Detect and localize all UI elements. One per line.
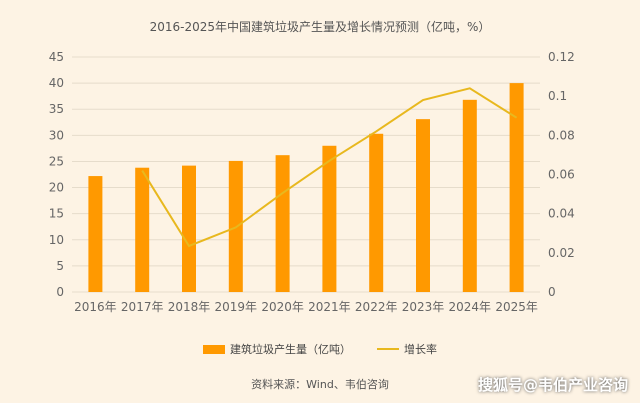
bar — [88, 176, 103, 292]
legend-swatch-bar — [203, 344, 225, 354]
y-left-tick-label: 25 — [49, 154, 64, 168]
chart: 0 5 10 15 20 25 30 35 40 45 0 0.02 0.04 0.06 0.08 0.1 0.… — [49, 50, 575, 314]
y-right-tick-label: 0.12 — [548, 50, 575, 64]
bar — [509, 83, 524, 292]
x-tick-label: 2019年 — [215, 300, 258, 314]
source-note: 资料来源：Wind、韦伯咨询 — [251, 378, 389, 391]
x-tick-label: 2016年 — [74, 300, 117, 314]
y-left-tick-label: 35 — [49, 102, 64, 116]
x-tick-label: 2025年 — [495, 300, 538, 314]
legend-item-bar: 建筑垃圾产生量（亿吨） — [203, 341, 351, 357]
x-tick-label: 2021年 — [308, 300, 351, 314]
x-tick-label: 2018年 — [168, 300, 211, 314]
x-tick-label: 2022年 — [355, 300, 398, 314]
y-left-tick-label: 15 — [49, 207, 64, 221]
y-left-tick-label: 30 — [49, 128, 64, 142]
legend-label-bar: 建筑垃圾产生量（亿吨） — [230, 343, 351, 356]
y-right-tick-label: 0.06 — [548, 168, 575, 182]
y-right-tick-label: 0.04 — [548, 207, 575, 221]
y-right-tick-label: 0.08 — [548, 128, 575, 142]
legend-label-line: 增长率 — [404, 343, 437, 356]
bar — [322, 145, 337, 292]
y-left-tick-label: 20 — [49, 181, 64, 195]
x-tick-label: 2023年 — [402, 300, 445, 314]
bar — [416, 119, 430, 293]
bar — [369, 133, 384, 292]
y-left-tick-label: 0 — [56, 285, 64, 299]
y-left-tick-label: 10 — [49, 233, 64, 247]
y-left-tick-label: 5 — [56, 259, 64, 273]
y-left-tick-label: 40 — [49, 76, 64, 90]
x-tick-label: 2017年 — [121, 300, 164, 314]
bar — [182, 165, 196, 292]
y-right-tick-label: 0.1 — [548, 89, 567, 103]
bar — [135, 167, 150, 292]
legend-item-line: 增长率 — [377, 341, 437, 357]
y-right-tick-label: 0 — [548, 285, 556, 299]
bar — [275, 155, 290, 292]
y-right-tick-label: 0.02 — [548, 246, 575, 260]
watermark: 搜狐号@韦伯产业咨询 — [477, 376, 628, 394]
y-left-tick-label: 45 — [49, 50, 64, 64]
legend-swatch-line — [377, 348, 399, 350]
x-tick-label: 2024年 — [449, 300, 492, 314]
chart-title: 2016-2025年中国建筑垃圾产生量及增长情况预测（亿吨，%） — [149, 20, 491, 34]
legend: 建筑垃圾产生量（亿吨） 增长率 — [0, 341, 640, 357]
x-tick-label: 2020年 — [261, 300, 304, 314]
bar — [462, 99, 477, 292]
